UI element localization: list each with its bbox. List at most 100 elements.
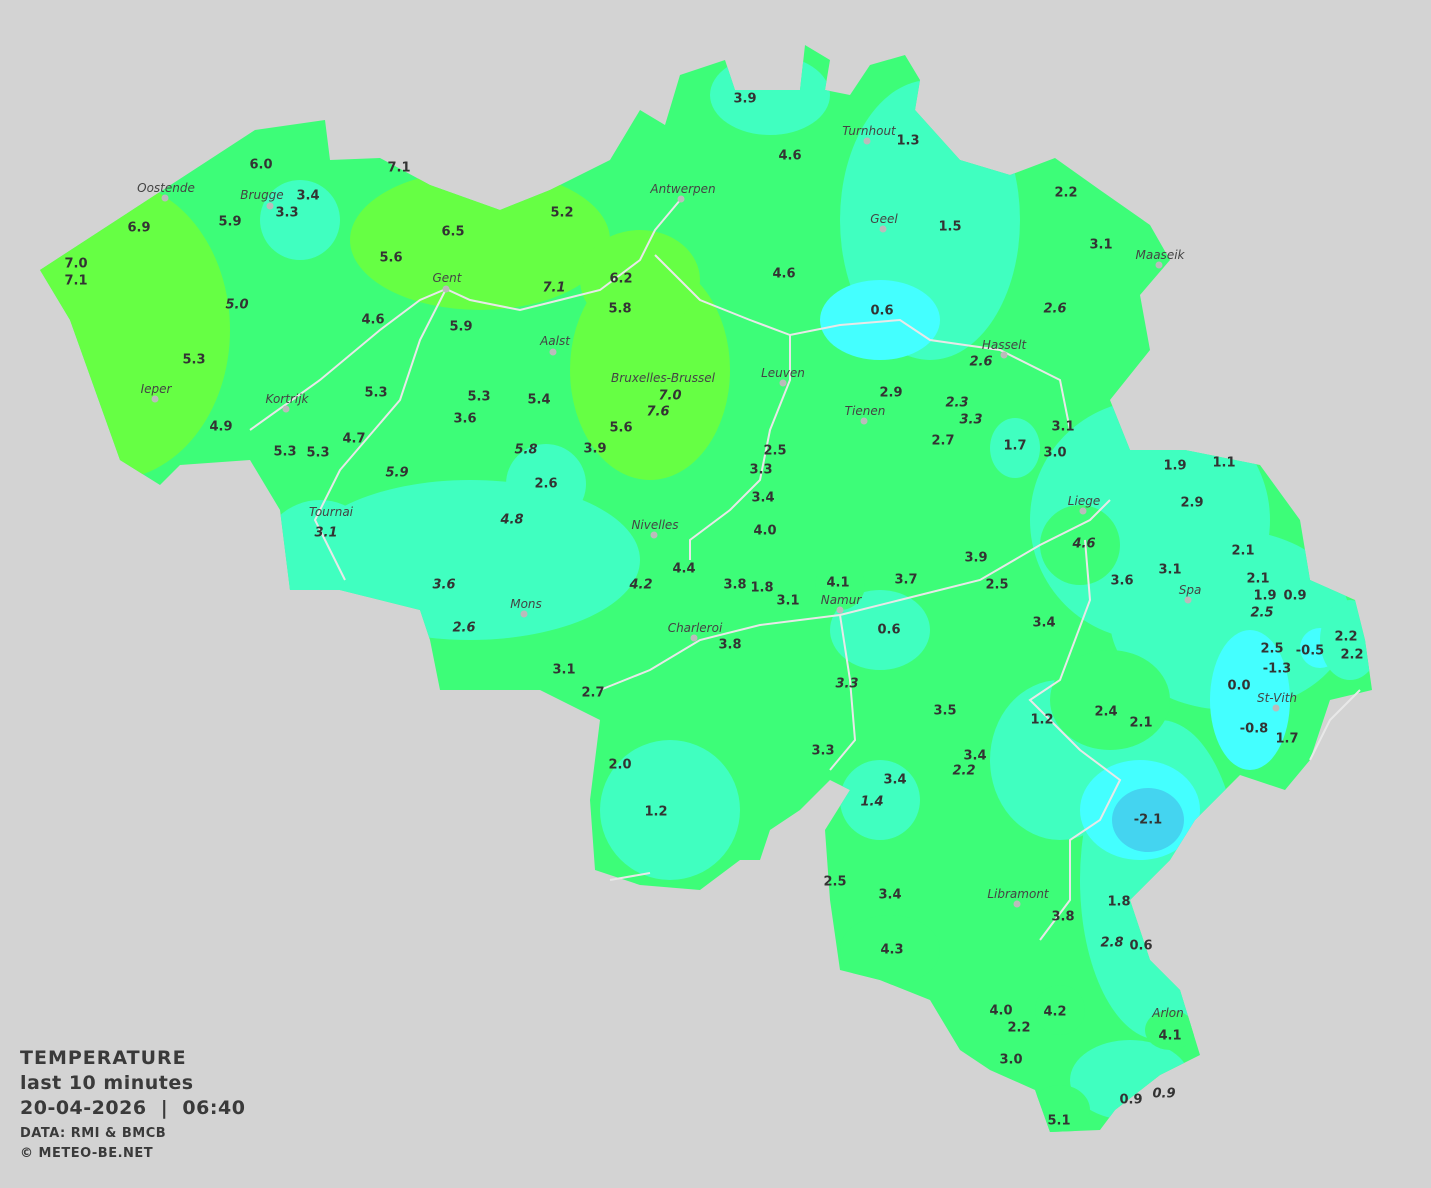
temperature-zone xyxy=(260,180,340,260)
station-temperature: 0.9 xyxy=(1119,1093,1142,1108)
station-temperature: 5.8 xyxy=(514,443,537,458)
city-dot xyxy=(690,634,698,642)
station-temperature: 3.4 xyxy=(963,749,986,764)
temperature-zone xyxy=(1110,530,1350,710)
station-temperature: 3.1 xyxy=(1089,238,1112,253)
temperature-zone xyxy=(1050,650,1170,750)
station-temperature: 2.6 xyxy=(452,621,475,636)
temperature-zone xyxy=(840,915,940,985)
city-oostende: Oostende xyxy=(137,181,195,202)
temperature-zone xyxy=(710,55,830,135)
city-ieper: Ieper xyxy=(141,382,172,403)
station-temperature: 5.8 xyxy=(608,302,631,317)
station-temperature: 3.8 xyxy=(1051,910,1074,925)
city-dot xyxy=(1155,261,1163,269)
city-label: Nivelles xyxy=(631,518,678,532)
station-temperature: 1.8 xyxy=(1107,895,1130,910)
city-label: Tienen xyxy=(845,404,886,418)
station-temperature: 3.4 xyxy=(883,773,906,788)
station-temperature: 1.9 xyxy=(1253,589,1276,604)
station-temperature: 2.0 xyxy=(608,758,631,773)
station-temperature: 5.2 xyxy=(550,206,573,221)
station-temperature: 2.2 xyxy=(952,764,975,779)
station-temperature: 2.1 xyxy=(1129,716,1152,731)
station-temperature: 5.3 xyxy=(182,353,205,368)
city-label: Liege xyxy=(1068,494,1100,508)
temperature-zone xyxy=(350,170,610,310)
station-temperature: 4.1 xyxy=(826,576,849,591)
station-temperature: 0.0 xyxy=(1227,679,1250,694)
city-label: Kortrijk xyxy=(266,392,310,406)
city-label: Gent xyxy=(433,271,463,285)
station-temperature: 0.6 xyxy=(1129,939,1152,954)
river xyxy=(829,614,857,771)
map-legend: TEMPERATURE last 10 minutes 20-04-2026 |… xyxy=(20,1046,245,1164)
station-temperature: 5.1 xyxy=(1047,1114,1070,1129)
station-temperature: 2.4 xyxy=(1094,705,1117,720)
station-temperature: 3.0 xyxy=(999,1053,1022,1068)
station-temperature: 4.0 xyxy=(989,1004,1012,1019)
station-temperature: 5.6 xyxy=(609,421,632,436)
river xyxy=(1309,689,1361,761)
station-temperature: 3.3 xyxy=(749,463,772,478)
rivers xyxy=(249,198,1361,941)
city-leuven: Leuven xyxy=(761,366,805,387)
city-label: Oostende xyxy=(137,181,195,195)
river xyxy=(689,335,791,560)
city-arlon: Arlon xyxy=(1151,1006,1183,1020)
city-liege: Liege xyxy=(1068,494,1100,515)
city-label: Charleroi xyxy=(668,621,723,635)
city-label: Geel xyxy=(870,212,898,226)
city-dot xyxy=(836,606,844,614)
station-temperature: 2.2 xyxy=(1340,648,1363,663)
city-dot xyxy=(650,531,658,539)
legend-source: DATA: RMI & BMCB xyxy=(20,1126,167,1141)
station-temperature: 0.6 xyxy=(870,304,893,319)
temperature-zone xyxy=(300,480,640,640)
city-dot xyxy=(1272,704,1280,712)
station-temperature: 3.1 xyxy=(314,526,337,541)
station-temperature: 3.6 xyxy=(432,578,455,593)
legend-datetime: 20-04-2026 | 06:40 xyxy=(20,1097,246,1119)
station-temperature: 5.9 xyxy=(449,320,472,335)
station-temperature: 2.7 xyxy=(931,434,954,449)
station-temperature: -2.1 xyxy=(1134,813,1162,828)
city-label: Turnhout xyxy=(842,124,897,138)
station-temperature: 4.2 xyxy=(628,578,652,593)
station-temperature: 2.9 xyxy=(1180,496,1203,511)
station-temperature: 2.6 xyxy=(969,355,992,370)
temperature-zone xyxy=(1112,788,1184,852)
city-tienen: Tienen xyxy=(845,404,886,425)
city-dot xyxy=(779,379,787,387)
station-temperature: -0.5 xyxy=(1296,644,1324,659)
city-dot xyxy=(520,610,528,618)
station-temperature: 3.4 xyxy=(1032,616,1055,631)
station-temperature: 6.0 xyxy=(249,158,272,173)
city-label: Mons xyxy=(510,597,542,611)
temperature-zone xyxy=(1145,1010,1195,1050)
station-temperature: 3.3 xyxy=(811,744,834,759)
temperature-zone xyxy=(990,418,1040,478)
city-label: Arlon xyxy=(1151,1006,1183,1020)
station-temperature: 0.6 xyxy=(877,623,900,638)
station-temperature: 2.6 xyxy=(1043,302,1066,317)
city-spa: Spa xyxy=(1179,583,1201,604)
station-temperature: 2.5 xyxy=(985,578,1008,593)
city-label: Aalst xyxy=(539,334,571,348)
station-temperature: 3.6 xyxy=(1110,574,1133,589)
station-temperature: 2.5 xyxy=(1250,606,1273,621)
station-temperature: 4.6 xyxy=(1071,537,1095,552)
city-dot xyxy=(282,405,290,413)
station-temperature: 6.2 xyxy=(609,272,632,287)
temperature-zone xyxy=(840,760,920,840)
station-temperature: 4.6 xyxy=(361,313,384,328)
station-temperature: 7.1 xyxy=(542,281,565,296)
station-temperature: 3.7 xyxy=(894,573,917,588)
station-temperature: 5.4 xyxy=(527,393,550,408)
station-temperature: 3.6 xyxy=(453,412,476,427)
station-temperature: 4.7 xyxy=(342,432,365,447)
legend-period: last 10 minutes xyxy=(20,1072,194,1094)
station-temperature: 3.9 xyxy=(964,551,987,566)
station-temperature: 2.2 xyxy=(1334,630,1357,645)
city-maaseik: Maaseik xyxy=(1136,248,1186,269)
